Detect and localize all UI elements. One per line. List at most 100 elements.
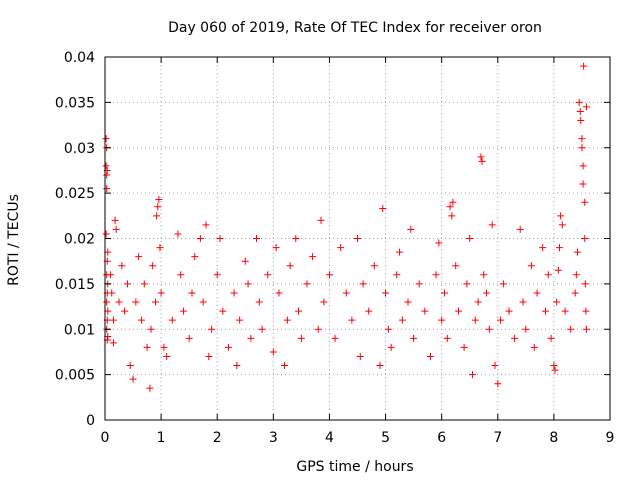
- data-point: [354, 235, 361, 242]
- data-point: [236, 316, 244, 324]
- data-point: [478, 157, 486, 165]
- data-point: [177, 271, 185, 279]
- data-point: [132, 298, 140, 306]
- data-point: [109, 316, 117, 324]
- data-point: [216, 235, 224, 242]
- data-point: [241, 257, 249, 265]
- x-axis-ticks: 0 1 2 3 4 5 6 7 8 9: [101, 57, 614, 446]
- data-point: [191, 253, 199, 261]
- data-point: [337, 244, 345, 252]
- data-point: [160, 343, 168, 351]
- data-point: [407, 225, 415, 233]
- x-tick-label: 6: [437, 430, 446, 446]
- data-point: [137, 316, 145, 324]
- data-point: [135, 253, 143, 261]
- data-point: [578, 144, 586, 152]
- data-point: [295, 307, 303, 315]
- data-point: [253, 235, 260, 242]
- data-point: [233, 362, 241, 370]
- data-point: [432, 271, 440, 279]
- data-point: [359, 280, 367, 288]
- data-point: [452, 262, 460, 270]
- data-point: [143, 343, 151, 351]
- data-point: [382, 289, 390, 297]
- data-point: [103, 171, 111, 179]
- data-point: [146, 384, 154, 392]
- data-point: [580, 62, 588, 70]
- data-point: [522, 325, 530, 333]
- data-point: [539, 244, 547, 252]
- data-point: [205, 352, 213, 360]
- data-point: [446, 203, 454, 211]
- data-point: [376, 362, 384, 370]
- data-point: [527, 262, 535, 270]
- data-point: [567, 325, 575, 333]
- data-point: [466, 235, 474, 242]
- data-point: [244, 280, 252, 288]
- data-point: [488, 221, 496, 229]
- data-point: [118, 262, 126, 270]
- data-point: [398, 316, 406, 324]
- data-points: [102, 62, 590, 392]
- data-point: [297, 334, 305, 342]
- data-point: [469, 371, 477, 379]
- data-point: [303, 280, 311, 288]
- data-point: [440, 289, 448, 297]
- data-point: [292, 235, 300, 242]
- data-point: [155, 195, 163, 203]
- data-point: [547, 334, 555, 342]
- data-point: [550, 362, 558, 370]
- data-point: [577, 117, 585, 125]
- data-point: [455, 307, 462, 315]
- x-tick-label: 8: [549, 430, 558, 446]
- data-point: [435, 239, 443, 247]
- data-point: [264, 271, 272, 279]
- data-point: [497, 316, 505, 324]
- data-point: [309, 253, 317, 261]
- data-point: [471, 316, 479, 324]
- data-point: [483, 289, 491, 297]
- data-point: [153, 212, 161, 220]
- data-point: [519, 298, 527, 306]
- data-point: [463, 280, 471, 288]
- data-point: [579, 162, 587, 170]
- data-point: [208, 325, 216, 333]
- x-tick-label: 7: [493, 430, 502, 446]
- data-point: [387, 343, 395, 351]
- data-point: [581, 280, 589, 288]
- data-point: [168, 316, 176, 324]
- x-tick-label: 5: [381, 430, 390, 446]
- data-point: [283, 316, 291, 324]
- data-point: [180, 307, 188, 315]
- data-point: [573, 248, 581, 256]
- data-point: [157, 289, 165, 297]
- x-tick-label: 2: [213, 430, 222, 446]
- data-point: [269, 348, 277, 356]
- data-point: [224, 343, 232, 351]
- data-point: [314, 325, 322, 333]
- y-tick-label: 0.04: [64, 50, 95, 66]
- x-tick-label: 3: [269, 430, 278, 446]
- data-point: [541, 307, 549, 315]
- data-point: [553, 298, 561, 306]
- data-point: [554, 266, 562, 274]
- data-point: [572, 271, 580, 279]
- data-point: [365, 307, 373, 315]
- data-point: [163, 352, 171, 360]
- data-point: [103, 185, 111, 193]
- data-point: [281, 362, 289, 370]
- data-point: [115, 298, 123, 306]
- data-point: [474, 298, 482, 306]
- data-point: [255, 298, 263, 306]
- data-point: [102, 162, 110, 170]
- data-point: [426, 352, 434, 360]
- data-point: [571, 289, 579, 297]
- data-point: [108, 289, 116, 297]
- y-tick-label: 0.035: [55, 95, 95, 111]
- data-point: [410, 334, 418, 342]
- data-point: [258, 325, 266, 333]
- data-point: [320, 298, 328, 306]
- data-point: [325, 271, 333, 279]
- data-point: [219, 307, 227, 315]
